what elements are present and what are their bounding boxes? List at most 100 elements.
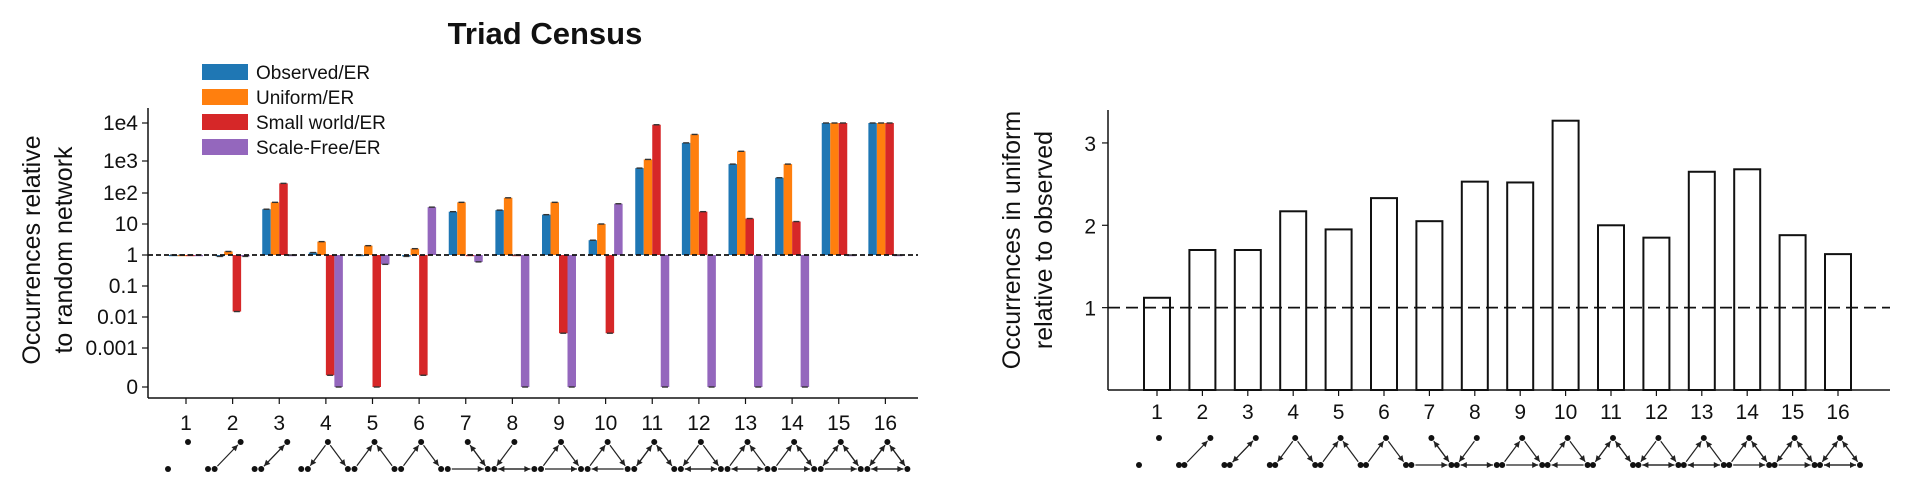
y-tick-label: 0.01 xyxy=(97,306,138,329)
legend-swatch xyxy=(202,139,248,155)
bar xyxy=(1824,253,1852,391)
triad-node-icon xyxy=(1453,462,1460,468)
triad-node-icon xyxy=(211,466,218,472)
triad-node-icon xyxy=(438,466,445,472)
triad-arrowhead-icon xyxy=(1642,462,1649,468)
triad-node-icon xyxy=(237,439,244,445)
triad-node-icon xyxy=(724,466,731,472)
x-tick-label: 14 xyxy=(780,412,804,435)
triad-arrowhead-icon xyxy=(1822,455,1829,462)
x-tick-label: 9 xyxy=(1514,401,1526,424)
triad-node-icon xyxy=(398,466,405,472)
triad-arrowhead-icon xyxy=(1706,441,1713,448)
series-scale-free-er xyxy=(194,203,903,388)
triad-node-icon xyxy=(857,466,864,472)
bar xyxy=(1370,197,1398,391)
triad-arrowhead-icon xyxy=(1559,441,1566,448)
triad-node-icon xyxy=(864,466,871,472)
triad-node-icon xyxy=(1428,435,1435,441)
triad-node-icon xyxy=(205,466,211,472)
triad-node-icon xyxy=(538,466,544,472)
bar xyxy=(419,255,428,376)
bar xyxy=(334,255,343,387)
x-tick-label: 8 xyxy=(507,412,519,435)
triad-14-icon xyxy=(1726,435,1773,468)
bar xyxy=(800,255,810,387)
bar xyxy=(317,241,326,255)
triad-node-icon xyxy=(1448,462,1455,468)
x-tick-label: 4 xyxy=(320,412,332,435)
x-tick-label: 12 xyxy=(1645,401,1668,424)
triad-arrowhead-icon xyxy=(432,459,439,466)
triad-arrowhead-icon xyxy=(571,466,577,472)
triad-node-icon xyxy=(697,439,704,445)
bar xyxy=(1324,228,1353,391)
bar xyxy=(635,168,644,255)
triad-arrowhead-icon xyxy=(843,445,850,452)
triad-arrowhead-icon xyxy=(1459,455,1466,462)
triad-arrowhead-icon xyxy=(1397,455,1404,462)
triad-node-icon xyxy=(837,439,844,445)
triad-13-icon xyxy=(724,439,771,472)
y-tick-label: 1e3 xyxy=(103,150,138,173)
x-tick-label: 1 xyxy=(1151,401,1163,424)
triad-node-icon xyxy=(1226,462,1233,468)
bar xyxy=(1233,249,1262,391)
legend-label: Scale-Free/ER xyxy=(256,138,381,159)
triad-node-icon xyxy=(558,439,564,445)
bar xyxy=(597,224,606,255)
chart-title: Triad Census xyxy=(448,16,643,51)
triad-census-chart: Triad Census 1e4 1e3 1e2 10 1 0.1 0.01 0.001 0 Occ… xyxy=(18,16,918,472)
triad-arrowhead-icon xyxy=(749,445,756,452)
triad-arrowhead-icon xyxy=(712,459,719,466)
bar xyxy=(381,255,390,265)
bar xyxy=(325,255,335,376)
bar xyxy=(1279,210,1308,391)
legend-swatch xyxy=(202,89,248,105)
series-uniform-er xyxy=(177,122,886,257)
triad-node-icon xyxy=(1292,435,1299,441)
bar xyxy=(457,202,466,255)
triad-arrowhead-icon xyxy=(310,459,317,466)
triad-1-icon xyxy=(1136,435,1182,468)
triad-node-icon xyxy=(1700,435,1707,441)
triad-node-icon xyxy=(631,466,638,472)
triad-node-icon xyxy=(1590,462,1596,468)
triad-node-icon xyxy=(1726,462,1733,468)
triad-node-icon xyxy=(1408,462,1415,468)
triad-arrowhead-icon xyxy=(871,466,878,472)
triad-arrowhead-icon xyxy=(1804,462,1811,468)
triad-arrowhead-icon xyxy=(1201,440,1208,448)
x-tick-label: 7 xyxy=(460,412,472,435)
triad-4-icon xyxy=(1272,435,1319,468)
y-axis-label-line-2: relative to observed xyxy=(1030,131,1058,349)
triad-node-icon xyxy=(791,439,798,445)
x-tick-label: 10 xyxy=(1554,401,1577,424)
triad-arrowhead-icon xyxy=(1759,462,1766,468)
bar xyxy=(643,159,653,255)
triad-node-icon xyxy=(1857,462,1863,468)
triad-15-icon xyxy=(817,439,864,472)
triad-arrowhead-icon xyxy=(636,459,643,466)
triad-16-icon xyxy=(864,439,911,472)
triad-8-icon xyxy=(491,439,538,472)
bar xyxy=(745,218,754,255)
triad-12-icon xyxy=(1635,435,1682,468)
triad-node-icon xyxy=(344,466,351,472)
triad-arrowhead-icon xyxy=(1342,441,1349,448)
bars xyxy=(1143,119,1852,392)
triad-node-icon xyxy=(1403,462,1409,468)
triad-node-icon xyxy=(1564,435,1571,441)
bar xyxy=(1460,180,1489,391)
triad-node-icon xyxy=(1584,462,1591,468)
x-tick-label: 4 xyxy=(1287,401,1299,424)
triad-node-icon xyxy=(251,466,258,472)
triad-arrowhead-icon xyxy=(1776,455,1783,462)
triad-arrowhead-icon xyxy=(1306,455,1313,462)
triad-arrowhead-icon xyxy=(264,459,271,467)
triad-arrowhead-icon xyxy=(412,445,419,452)
triad-node-icon xyxy=(284,439,291,445)
y-tick-label: 1e2 xyxy=(103,182,138,205)
triad-node-icon xyxy=(1363,462,1369,468)
triad-arrowhead-icon xyxy=(823,459,830,466)
